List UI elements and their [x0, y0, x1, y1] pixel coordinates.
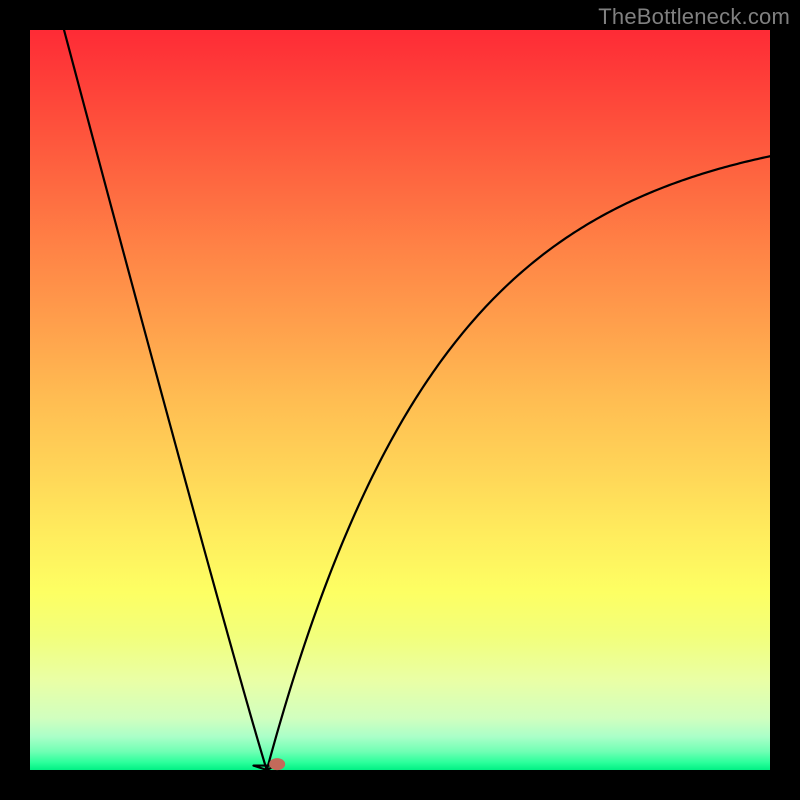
watermark-text: TheBottleneck.com	[598, 4, 790, 30]
current-point-marker	[269, 758, 285, 770]
bottleneck-chart	[0, 0, 800, 800]
chart-plot-area	[30, 30, 770, 770]
